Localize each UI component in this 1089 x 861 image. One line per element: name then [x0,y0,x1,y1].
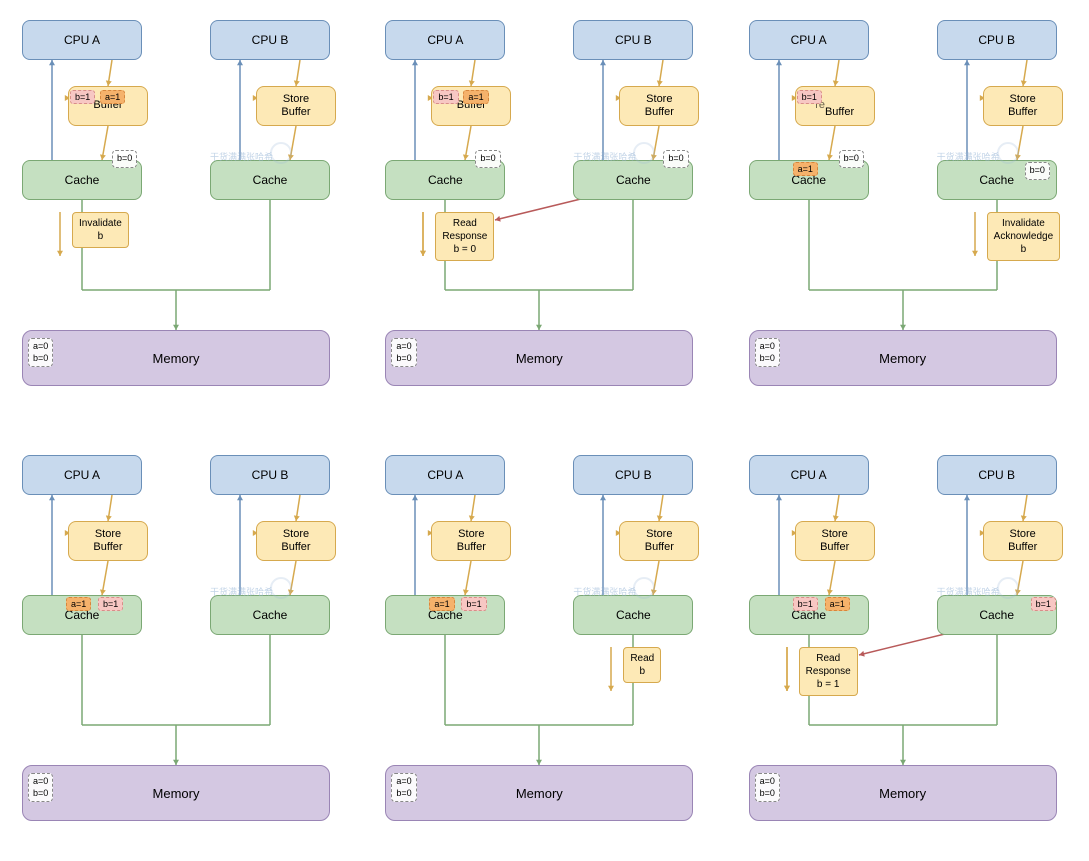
cache-a-pill-1: b=1 [461,597,486,611]
cpu-b: CPU B [573,20,693,60]
message-a: ReadResponseb = 1 [799,647,858,696]
cpu-b: CPU B [573,455,693,495]
store-buffer-b: StoreBuffer [983,86,1063,126]
cpu-b: CPU B [210,455,330,495]
store-buffer-b: StoreBuffer [619,521,699,561]
buffer-pill-b=1: b=1 [70,90,95,104]
cache-b-crossed-tag: b=0 [1025,162,1050,180]
store-buffer-b: StoreBuffer [983,521,1063,561]
memory: Memory [749,330,1057,386]
cpu-b: CPU B [937,20,1057,60]
panel-2: CPU ACPU BBufferb=1a=1StoreBufferCacheCa… [373,10,716,415]
buffer-pill-b=1: b=1 [797,90,822,104]
panel-4: CPU ACPU BStoreBufferStoreBufferCacheCac… [10,445,353,850]
memory: Memory [749,765,1057,821]
cache-b-tag: b=0 [663,150,688,168]
store-buffer-b: StoreBuffer [619,86,699,126]
cpu-a: CPU A [385,20,505,60]
cpu-a: CPU A [22,455,142,495]
cache-a-pill-0: b=1 [793,597,818,611]
panel-5: CPU ACPU BStoreBufferStoreBufferCacheCac… [373,445,716,850]
cache-a-tag: b=0 [839,150,864,168]
cache-b: Cache [573,595,693,635]
message-a: ReadResponseb = 0 [435,212,494,261]
memory-tag: a=0b=0 [28,338,53,367]
cpu-a: CPU A [385,455,505,495]
cache-a-tag: b=0 [112,150,137,168]
cache-a-tag: b=0 [475,150,500,168]
store-buffer-a: StoreBuffer [795,521,875,561]
cpu-a: CPU A [749,20,869,60]
cache-b: Cache [210,160,330,200]
cache-a-pill-0: a=1 [66,597,91,611]
message-b: InvalidateAcknowledgeb [987,212,1060,261]
memory: Memory [385,330,693,386]
memory-tag: a=0b=0 [755,773,780,802]
cpu-a: CPU A [22,20,142,60]
diagram-grid: CPU ACPU BBufferb=1a=1StoreBufferCacheCa… [10,10,1080,850]
panel-1: CPU ACPU BBufferb=1a=1StoreBufferCacheCa… [10,10,353,415]
cache-a-pill-1: b=1 [98,597,123,611]
message-a: Invalidateb [72,212,129,248]
store-buffer-b: StoreBuffer [256,521,336,561]
memory-tag: a=0b=0 [755,338,780,367]
buffer-pill-a=1: a=1 [463,90,488,104]
cache-b: Cache [210,595,330,635]
buffer-pill-b=1: b=1 [433,90,458,104]
store-buffer-b: StoreBuffer [256,86,336,126]
buffer-pill-a=1: a=1 [100,90,125,104]
memory: Memory [22,330,330,386]
store-buffer-a: StoreBuffer [68,521,148,561]
store-buffer-a: StoreBuffer [431,521,511,561]
cache-a-pill-0: a=1 [429,597,454,611]
memory-tag: a=0b=0 [391,773,416,802]
cache-a-pill-1: a=1 [825,597,850,611]
memory-tag: a=0b=0 [28,773,53,802]
panel-6: CPU ACPU BStoreBufferStoreBufferCacheCac… [737,445,1080,850]
cache-b-pill: b=1 [1031,597,1056,611]
memory: Memory [22,765,330,821]
message-b: Readb [623,647,661,683]
memory-tag: a=0b=0 [391,338,416,367]
cache-a-pill: a=1 [793,162,818,176]
cpu-b: CPU B [937,455,1057,495]
cpu-a: CPU A [749,455,869,495]
memory: Memory [385,765,693,821]
cpu-b: CPU B [210,20,330,60]
panel-3: CPU ACPU BreBufferb=1StoreBufferCacheCac… [737,10,1080,415]
